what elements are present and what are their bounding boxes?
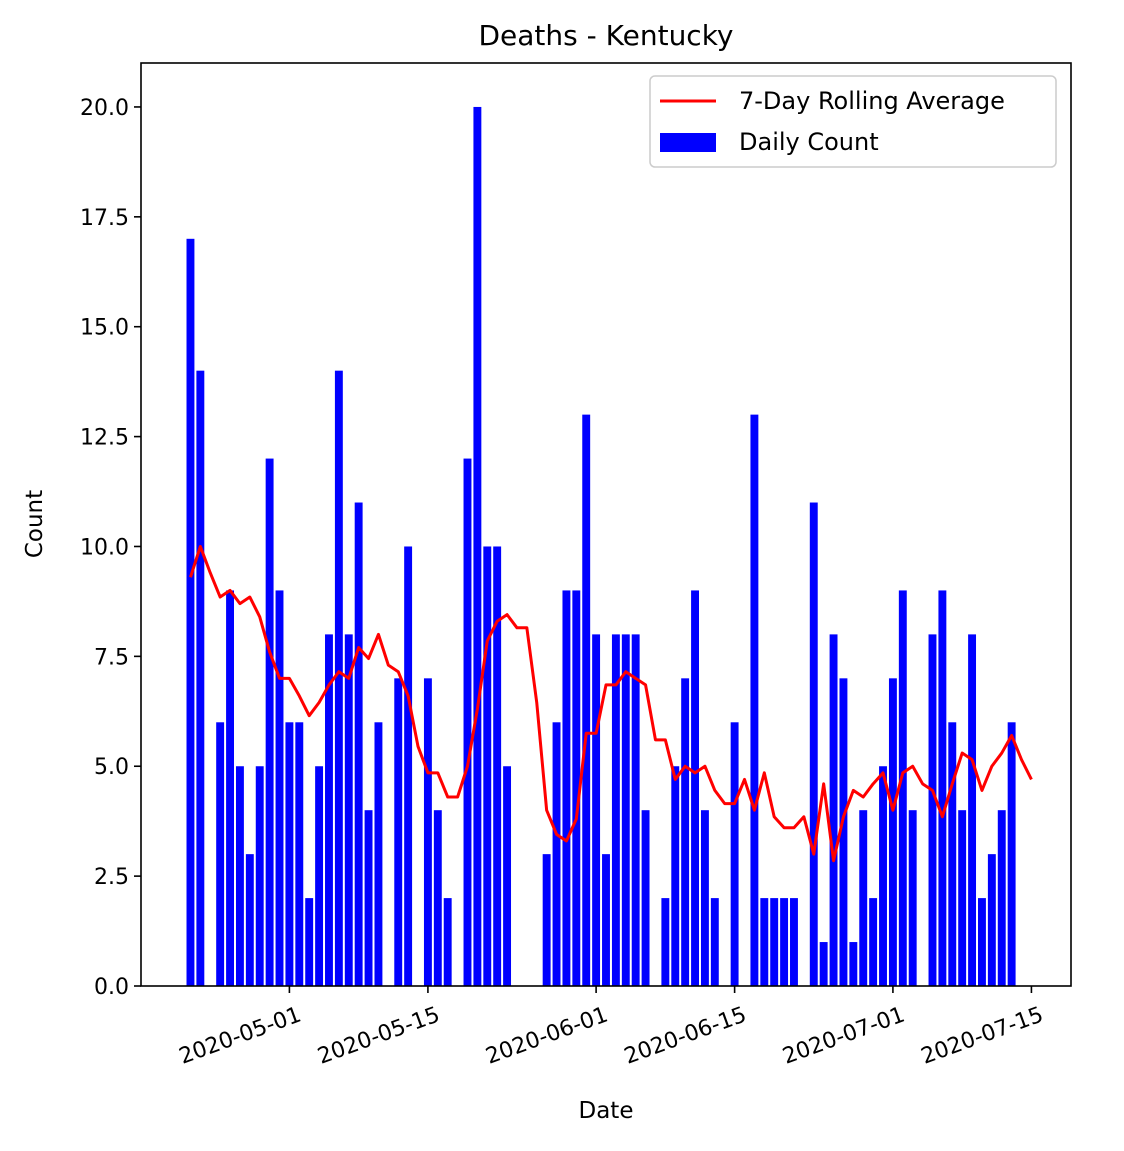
daily-count-bar xyxy=(770,898,779,986)
daily-count-bar xyxy=(226,590,234,986)
daily-count-bar xyxy=(997,810,1006,986)
daily-count-bar xyxy=(493,546,502,986)
daily-count-bar xyxy=(245,854,254,986)
daily-count-bar xyxy=(661,898,670,986)
y-tick-label: 20.0 xyxy=(80,96,129,121)
daily-count-bar xyxy=(255,766,264,986)
daily-count-bar xyxy=(968,634,977,986)
daily-count-bar xyxy=(958,810,967,986)
daily-count-bar xyxy=(394,678,403,986)
daily-count-bar xyxy=(819,942,828,986)
daily-count-bar xyxy=(790,898,798,986)
daily-count-bar xyxy=(443,898,452,986)
daily-count-bar xyxy=(1007,722,1016,986)
daily-count-bar xyxy=(325,634,333,986)
legend-label-daily-count: Daily Count xyxy=(739,128,879,156)
daily-count-bar xyxy=(364,810,373,986)
daily-count-bar xyxy=(295,722,304,986)
daily-count-bar xyxy=(315,766,324,986)
y-tick-label: 7.5 xyxy=(94,645,129,670)
daily-count-bar xyxy=(216,722,225,986)
y-tick-label: 5.0 xyxy=(94,755,129,780)
daily-count-bar xyxy=(948,722,957,986)
y-tick-label: 2.5 xyxy=(94,865,129,890)
daily-count-bar xyxy=(542,854,551,986)
plot-frame xyxy=(140,62,1072,987)
daily-count-bar xyxy=(691,590,699,986)
daily-count-bar xyxy=(978,898,986,986)
daily-count-bar xyxy=(888,678,897,986)
daily-count-bar xyxy=(552,722,561,986)
daily-count-bar xyxy=(908,810,917,986)
daily-count-bar xyxy=(849,942,858,986)
daily-count-bar xyxy=(235,766,244,986)
daily-count-bar xyxy=(898,590,907,986)
daily-count-bar xyxy=(305,898,314,986)
y-tick-label: 12.5 xyxy=(80,426,129,451)
daily-count-bar xyxy=(582,414,591,986)
daily-count-bar xyxy=(186,238,195,986)
daily-count-bar xyxy=(700,810,709,986)
daily-count-bar xyxy=(433,810,442,986)
legend-label-rolling-average: 7-Day Rolling Average xyxy=(739,87,1005,115)
y-tick-label: 10.0 xyxy=(80,535,129,560)
daily-count-bar xyxy=(641,810,650,986)
rolling-average-line-group xyxy=(189,544,1033,863)
daily-count-bar xyxy=(423,678,432,986)
daily-count-bar xyxy=(681,678,690,986)
y-axis-label: Count xyxy=(22,490,48,558)
daily-count-bars xyxy=(186,106,1016,986)
daily-count-bar xyxy=(859,810,868,986)
daily-count-bar xyxy=(760,898,769,986)
daily-count-bar xyxy=(730,722,739,986)
daily-count-bar xyxy=(671,766,680,986)
daily-count-bar xyxy=(344,634,353,986)
daily-count-bar xyxy=(196,370,205,986)
daily-count-bar xyxy=(611,634,620,986)
daily-count-bar xyxy=(562,590,571,986)
daily-count-bar xyxy=(809,502,818,986)
daily-count-bar xyxy=(463,458,472,986)
rolling-average-line xyxy=(189,544,1033,863)
daily-count-bar xyxy=(938,590,947,986)
daily-count-bar xyxy=(780,898,789,986)
daily-count-bar xyxy=(710,898,719,986)
daily-count-bar xyxy=(334,370,343,986)
daily-count-bar xyxy=(621,634,630,986)
daily-count-bar xyxy=(275,590,284,986)
legend-box xyxy=(649,75,1057,168)
y-tick-label: 0.0 xyxy=(94,975,129,1000)
daily-count-bar xyxy=(928,634,937,986)
y-tick-label: 17.5 xyxy=(80,206,129,231)
daily-count-bar xyxy=(750,414,759,986)
daily-count-bar xyxy=(265,458,274,986)
chart-title: Deaths - Kentucky xyxy=(478,19,733,52)
legend-bar-swatch xyxy=(660,133,716,152)
x-axis-label: Date xyxy=(579,1098,634,1124)
daily-count-bar xyxy=(631,634,640,986)
y-axis: 0.0 2.5 5.0 7.5 10.0 12.5 15.0 17.5 20.0 xyxy=(80,96,141,1000)
daily-count-bar xyxy=(483,546,492,986)
daily-count-bar xyxy=(285,722,294,986)
daily-count-bar xyxy=(503,766,512,986)
daily-count-bar xyxy=(602,854,610,986)
daily-count-bar xyxy=(879,766,887,986)
daily-count-bar xyxy=(592,634,601,986)
daily-count-bar xyxy=(839,678,848,986)
daily-count-bar xyxy=(829,634,838,986)
daily-count-bar xyxy=(374,722,383,986)
daily-count-bar xyxy=(869,898,878,986)
daily-count-bar xyxy=(354,502,363,986)
legend: 7-Day Rolling Average Daily Count xyxy=(649,75,1057,168)
daily-count-bar xyxy=(987,854,996,986)
y-tick-label: 15.0 xyxy=(80,316,129,341)
daily-count-bar xyxy=(572,590,581,986)
daily-count-bar xyxy=(404,546,413,986)
daily-count-bar xyxy=(473,106,482,986)
